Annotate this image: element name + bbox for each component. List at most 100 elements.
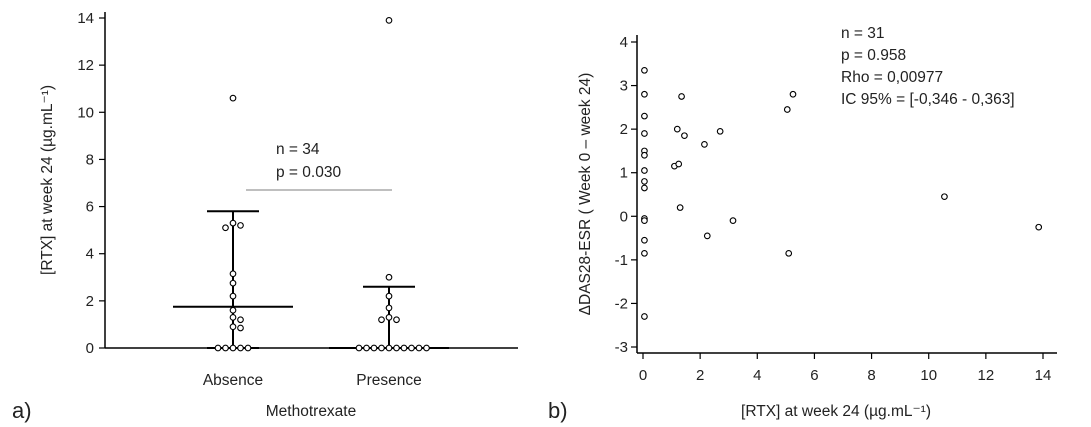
panel-a-y-label: [RTX] at week 24 (µg.mL⁻¹) xyxy=(39,85,56,275)
panel-a-annotation-n: n = 34 xyxy=(276,141,320,158)
panel-a-data-point xyxy=(378,344,385,352)
panel-a-x-categories: Absence Presence xyxy=(203,372,422,389)
panel-b-data-point xyxy=(785,249,793,257)
panel-a-data-point xyxy=(237,344,244,352)
panel-b-data-point xyxy=(641,184,648,192)
panel-b-x-label: [RTX] at week 24 (µg.mL⁻¹) xyxy=(741,403,931,420)
panel-b-x-tick-label: 10 xyxy=(920,367,937,384)
panel-a-y-tick-label: 10 xyxy=(77,104,94,121)
panel-b-data-point xyxy=(641,236,648,244)
panel-a-data-point xyxy=(229,292,237,300)
panel-b-data-point xyxy=(641,151,648,159)
panel-b-data-point xyxy=(789,90,797,98)
panel-b-x-tick-label: 14 xyxy=(1035,367,1052,384)
panel-b-data-point xyxy=(675,160,683,168)
panel-a-points xyxy=(214,17,430,352)
panel-b-y-tick-label: -3 xyxy=(615,339,628,356)
panel-a-data-point xyxy=(229,94,237,102)
panel-b-annotation-p: p = 0.958 xyxy=(841,47,906,64)
panel-a-data-point xyxy=(244,344,252,352)
panel-b-y-tick-label: 2 xyxy=(620,121,628,138)
panel-b-x-tick-label: 6 xyxy=(810,367,818,384)
panel-a-data-point xyxy=(229,279,237,287)
panel-b-data-point xyxy=(729,217,737,224)
panel-a-data-point xyxy=(393,316,400,324)
panel-a-data-point xyxy=(385,314,393,321)
panel-b-data-point xyxy=(678,93,685,100)
panel-a-data-point xyxy=(222,224,229,232)
panel-b-annotation-rho: Rho = 0,00977 xyxy=(841,69,943,86)
panel-b-data-point xyxy=(681,132,688,140)
panel-b-data-point xyxy=(641,313,648,320)
panel-a-y-tick-label: 2 xyxy=(86,293,94,310)
panel-b-data-point xyxy=(941,193,948,201)
panel-a-annotation-p: p = 0.030 xyxy=(276,164,341,181)
panel-b-x-ticks: 0 2 4 6 8 10 12 14 xyxy=(639,353,1052,384)
panel-a-data-point xyxy=(355,344,363,352)
panel-b-annotation-ci: IC 95% = [-0,346 - 0,363] xyxy=(841,91,1015,108)
panel-a-data-point xyxy=(237,222,244,229)
panel-b-x-tick-label: 12 xyxy=(978,367,995,384)
panel-b-data-point xyxy=(641,90,648,98)
panel-a-data-point xyxy=(222,344,229,352)
panel-a-y-tick-label: 6 xyxy=(86,199,94,216)
panel-a-y-tick-label: 12 xyxy=(77,57,94,74)
panel-a-data-point xyxy=(400,344,408,352)
panel-a-data-point xyxy=(214,344,222,352)
panel-a-data-point xyxy=(229,323,237,331)
panel-b-y-tick-label: 4 xyxy=(620,34,628,51)
panel-b-x-tick-label: 4 xyxy=(753,367,761,384)
panel-a-data-point xyxy=(370,344,378,352)
panel-a-data-point xyxy=(393,344,400,352)
panel-a-data-point xyxy=(385,344,393,352)
panel-b-letter: b) xyxy=(548,398,568,423)
panel-a-y-tick-label: 0 xyxy=(86,340,94,357)
panel-a: 0 2 4 6 8 10 12 14 Absence Presence n = 34 p = 0… xyxy=(12,10,518,423)
panel-a-error-bars xyxy=(173,210,449,349)
panel-a-data-point xyxy=(385,304,393,312)
panel-b-data-point xyxy=(641,112,648,120)
panel-a-data-point xyxy=(385,17,393,24)
panel-a-letter: a) xyxy=(12,398,32,423)
panel-a-data-point xyxy=(229,314,237,321)
panel-a-data-point xyxy=(415,344,423,352)
panel-b-annotation-n: n = 31 xyxy=(841,25,885,42)
panel-b-data-point xyxy=(673,125,681,133)
panel-a-y-tick-label: 4 xyxy=(86,246,94,263)
panel-b-data-point xyxy=(641,217,648,224)
panel-b-data-point xyxy=(641,66,648,74)
panel-a-data-point xyxy=(423,344,430,352)
panel-b-y-tick-label: 3 xyxy=(620,78,628,95)
panel-a-data-point xyxy=(229,306,237,314)
panel-a-y-tick-label: 14 xyxy=(77,10,94,27)
panel-b-data-point xyxy=(1035,223,1043,231)
panel-a-data-point xyxy=(229,270,237,278)
panel-b-data-point xyxy=(701,141,708,148)
panel-b-data-point xyxy=(716,127,724,135)
panel-a-data-point xyxy=(237,324,244,332)
panel-a-y-tick-label: 8 xyxy=(86,151,94,168)
panel-b-data-point xyxy=(641,130,648,137)
panel-b-points xyxy=(641,66,1043,320)
panel-a-data-point xyxy=(378,316,385,324)
panel-a-category-label: Absence xyxy=(203,372,263,389)
panel-a-data-point xyxy=(237,316,244,324)
panel-a-data-point xyxy=(385,292,393,300)
panel-b-data-point xyxy=(641,249,648,257)
panel-b-y-tick-label: 0 xyxy=(620,208,628,225)
panel-a-data-point xyxy=(363,344,370,352)
panel-b-data-point xyxy=(703,232,711,240)
panel-b-y-tick-label: -2 xyxy=(615,295,628,312)
panel-a-data-point xyxy=(408,344,415,352)
panel-a-data-point xyxy=(229,344,237,352)
panel-b-x-tick-label: 2 xyxy=(696,367,704,384)
panel-a-y-ticks: 0 2 4 6 8 10 12 14 xyxy=(77,10,105,357)
panel-b-data-point xyxy=(676,204,684,211)
panel-b-x-tick-label: 8 xyxy=(867,367,875,384)
panel-b-y-tick-label: 1 xyxy=(620,165,628,182)
panel-b-x-tick-label: 0 xyxy=(639,367,647,384)
panel-a-x-label: Methotrexate xyxy=(266,403,356,420)
panel-b-y-label: ΔDAS28-ESR ( Week 0 – week 24) xyxy=(577,73,594,316)
